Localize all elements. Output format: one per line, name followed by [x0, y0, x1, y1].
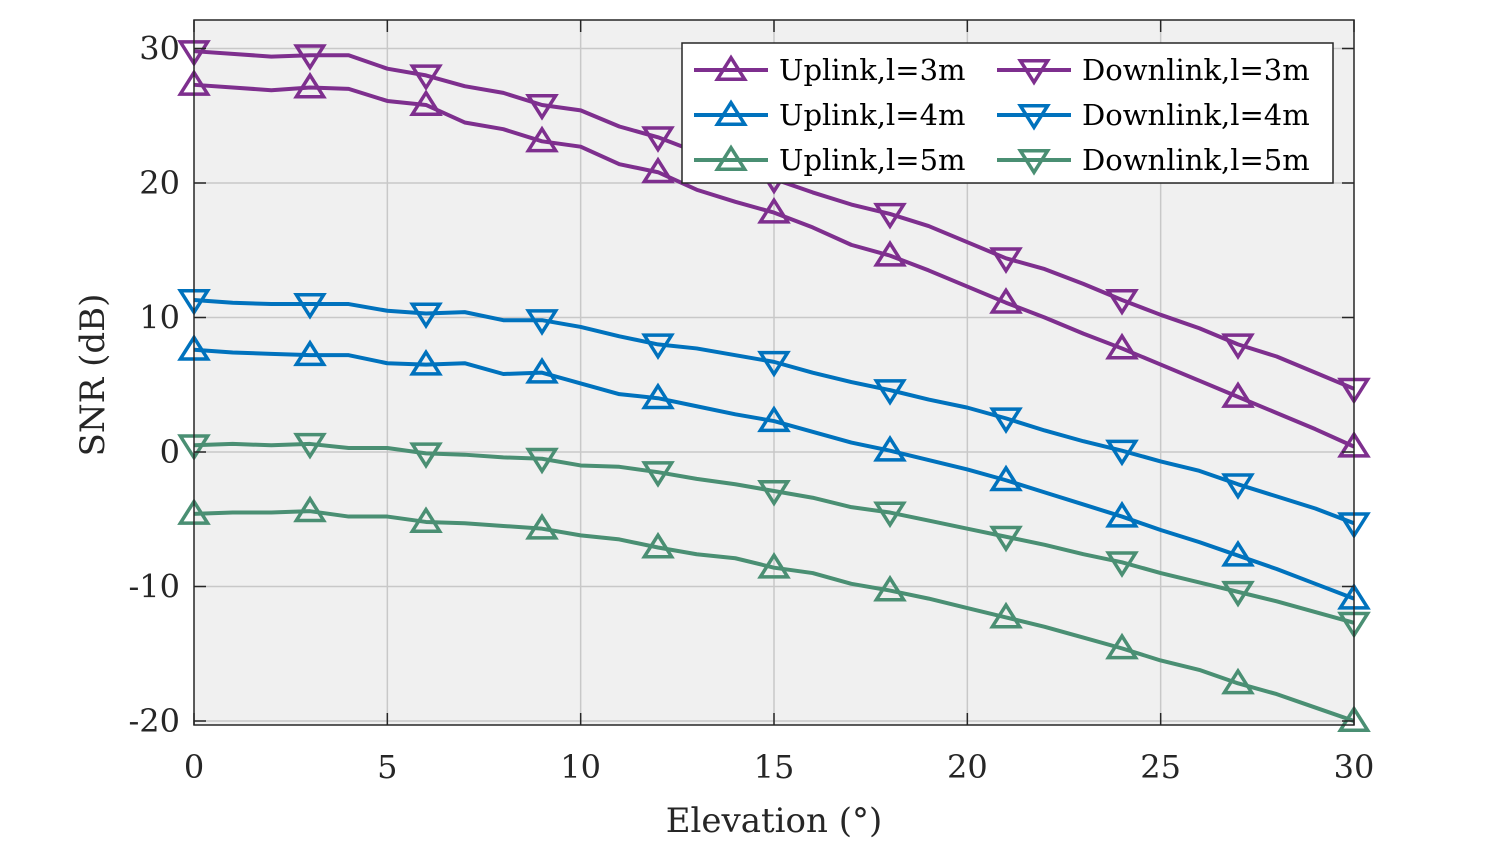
data-point-marker [641, 461, 675, 488]
data-point-marker [525, 125, 559, 153]
data-point-marker [1221, 667, 1255, 695]
data-point-marker [1105, 632, 1139, 660]
legend-label: Uplink,l=5m [779, 143, 966, 177]
x-tick-label: 10 [560, 748, 601, 786]
y-tick-label: 30 [139, 30, 180, 68]
data-point-marker [1221, 381, 1255, 408]
data-point-marker [409, 64, 443, 92]
data-point-marker [1105, 500, 1139, 528]
series-downlink-l-5m [177, 432, 1371, 639]
legend-label: Downlink,l=5m [1082, 143, 1310, 177]
data-point-marker [525, 513, 559, 540]
legend-label: Uplink,l=3m [779, 53, 966, 87]
series-uplink-l-5m [177, 495, 1371, 733]
data-point-marker [1221, 473, 1255, 500]
data-point-marker [525, 357, 559, 384]
data-point-marker [873, 501, 907, 529]
data-point-marker [989, 601, 1023, 629]
legend-item: Downlink,l=3m [997, 53, 1310, 87]
data-point-marker [1105, 289, 1139, 316]
data-point-marker [1221, 539, 1255, 567]
series-line [193, 441, 1355, 625]
series-downlink-l-4m [177, 289, 1371, 539]
y-tick-label: -20 [128, 702, 180, 740]
data-point-marker [1337, 705, 1371, 733]
data-point-marker [757, 350, 791, 378]
legend-item: Uplink,l=4m [694, 98, 966, 132]
series-line [193, 82, 1355, 449]
data-point-marker [989, 525, 1023, 553]
legend-label: Downlink,l=3m [1082, 53, 1310, 87]
data-point-marker [873, 574, 907, 602]
legend-marker [1017, 58, 1051, 86]
data-point-marker [293, 339, 327, 367]
x-tick-label: 0 [184, 748, 204, 786]
legend-marker [714, 99, 748, 127]
data-point-marker [1105, 439, 1139, 467]
data-point-marker [641, 156, 675, 184]
legend-item: Uplink,l=5m [694, 143, 966, 177]
legend: Uplink,l=3m Uplink,l=4m Uplink,l=5m Downlin… [681, 42, 1334, 184]
data-point-marker [409, 506, 443, 533]
x-tick-label: 25 [1140, 748, 1181, 786]
data-point-marker [409, 442, 443, 469]
legend-marker [1017, 103, 1051, 131]
x-tick-label: 15 [754, 748, 795, 786]
data-point-marker [989, 287, 1023, 314]
data-point-marker [1105, 332, 1139, 360]
data-point-marker [409, 348, 443, 376]
series-line [193, 509, 1355, 723]
data-point-marker [989, 407, 1023, 435]
y-tick-label: 0 [160, 433, 180, 471]
data-point-marker [293, 432, 327, 460]
legend-label: Downlink,l=4m [1082, 98, 1310, 132]
data-point-marker [641, 333, 675, 361]
x-tick-label: 20 [947, 748, 988, 786]
series-line [193, 298, 1355, 526]
data-point-marker [757, 552, 791, 579]
y-tick-label: 10 [139, 299, 180, 337]
legend-label: Uplink,l=4m [779, 98, 966, 132]
data-point-marker [989, 464, 1023, 492]
data-point-marker [1221, 333, 1255, 361]
data-point-marker [873, 379, 907, 406]
x-tick-label: 30 [1334, 748, 1375, 786]
data-point-marker [873, 202, 907, 230]
legend-marker [1017, 148, 1051, 176]
legend-item: Uplink,l=3m [694, 53, 966, 87]
data-point-marker [757, 196, 791, 224]
data-point-marker [757, 479, 791, 507]
legend-item: Downlink,l=5m [997, 143, 1310, 177]
data-point-marker [293, 71, 327, 99]
data-point-marker [641, 531, 675, 559]
series-uplink-l-3m [177, 69, 1371, 458]
data-point-marker [757, 405, 791, 433]
data-point-marker [873, 240, 907, 267]
data-point-marker [641, 126, 675, 153]
data-point-marker [525, 447, 559, 475]
data-point-marker [641, 382, 675, 410]
data-point-marker [1105, 551, 1139, 578]
data-point-marker [409, 302, 443, 330]
data-point-marker [409, 89, 443, 117]
y-tick-label: 20 [139, 164, 180, 202]
series-line [193, 347, 1355, 601]
x-axis-title: Elevation (°) [666, 801, 883, 841]
data-point-marker [293, 495, 327, 523]
legend-item: Downlink,l=4m [997, 98, 1310, 132]
y-tick-label: -10 [128, 568, 180, 606]
data-point-marker [1221, 580, 1255, 608]
data-point-marker [989, 247, 1023, 274]
data-point-marker [873, 435, 907, 462]
data-point-marker [525, 309, 559, 336]
y-axis-title: SNR (dB) [73, 294, 113, 457]
axis-ticks: 0 5 10 15 20 25 30 -20 -10 0 10 20 30 [128, 20, 1374, 786]
legend-marker [714, 54, 748, 82]
legend-marker [714, 144, 748, 172]
data-point-marker [525, 93, 559, 121]
data-point-marker [293, 293, 327, 320]
data-point-marker [293, 44, 327, 71]
x-tick-label: 5 [377, 748, 397, 786]
